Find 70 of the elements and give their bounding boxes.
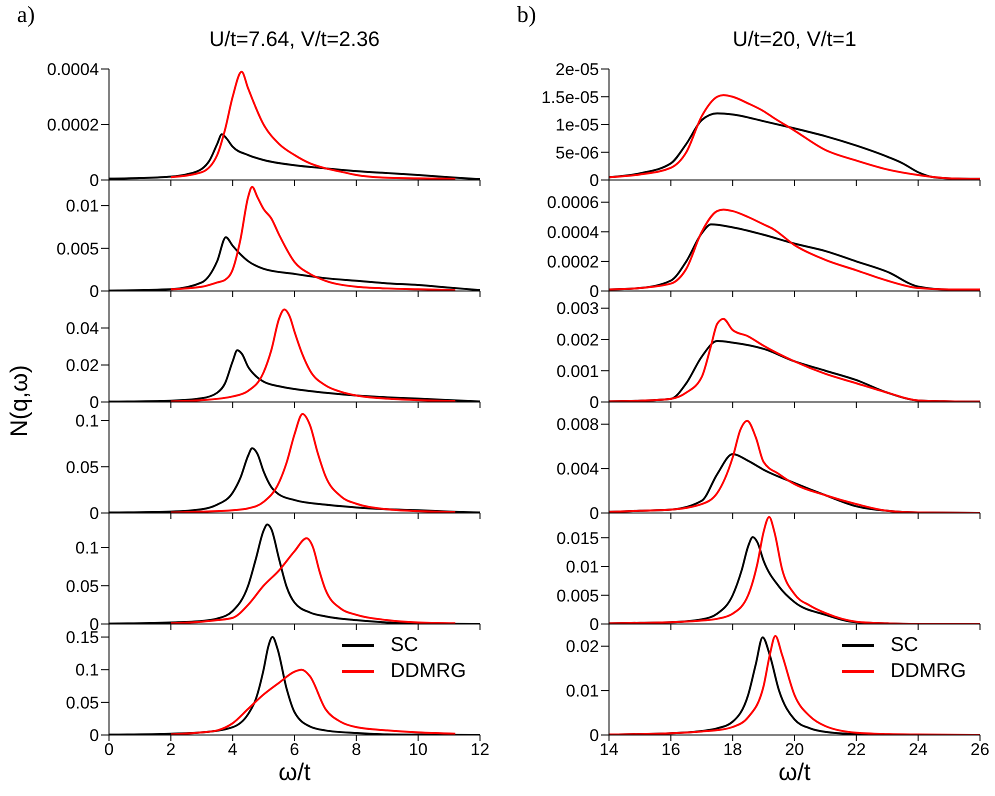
y-tick-label: 0.008 [556,415,599,434]
x-tick-label: 12 [470,740,490,760]
y-tick-label: 0.01 [566,558,599,577]
y-tick-label: 0.1 [75,538,99,558]
x-tick-label: 10 [408,740,428,760]
line-series [170,413,456,513]
x-tick-label: 22 [846,740,866,760]
y-tick-label: 0.02 [566,637,599,656]
y-tick-label: 0.0002 [547,252,599,272]
chart-title: U/t=7.64, V/t=2.36 [208,28,381,52]
x-axis-title: ω/t [277,759,312,787]
line-series [170,70,456,180]
y-tick-label: 0.01 [566,682,599,701]
line-series [170,308,456,402]
x-tick-label: 24 [908,740,928,760]
y-tick-label: 0.005 [556,586,599,606]
x-tick-label: 18 [723,740,742,760]
text: a) [17,2,35,28]
y-axis-title: N(q,ω) [6,364,34,440]
text: b) [517,2,536,28]
legend-label: SC [890,634,918,656]
y-tick-label: 0.0004 [47,60,99,80]
y-tick-label: 0 [90,726,99,746]
y-tick-label: 0.1 [75,412,99,431]
x-tick-label: 0 [104,740,114,760]
y-tick-label: 0.0006 [547,193,599,212]
y-tick-label: 0.05 [66,693,99,712]
y-tick-label: 0 [590,504,599,524]
y-tick-label: 0.004 [556,460,599,479]
y-tick-label: 0.003 [556,299,599,318]
line-series [170,186,456,291]
x-tick-label: 14 [600,740,618,760]
y-tick-label: 1e-05 [556,116,599,135]
x-tick-label: 16 [661,740,680,760]
x-axis-title: ω/t [777,759,812,787]
y-tick-label: 5e-06 [556,143,599,162]
y-tick-label: 0.005 [56,239,99,258]
y-tick-label: 1.5e-05 [541,88,599,107]
y-tick-label: 0.0002 [47,116,99,135]
y-tick-label: 0.001 [556,362,599,381]
y-tick-label: 2e-05 [556,60,599,80]
x-tick-label: 20 [785,740,804,760]
y-tick-label: 0 [590,393,599,412]
y-tick-label: 0 [590,615,599,634]
legend-label: DDMRG [890,660,966,682]
y-tick-label: 0 [90,393,99,412]
y-tick-label: 0.04 [66,319,99,338]
x-tick-label: 2 [166,740,176,760]
x-tick-label: 4 [228,740,238,760]
y-tick-label: 0 [590,171,599,190]
chart-title: U/t=20, V/t=1 [732,28,858,52]
y-tick-label: 0 [90,504,99,524]
y-tick-label: 0.02 [66,356,99,376]
y-tick-label: 0.05 [66,458,99,477]
line-series [170,537,456,624]
y-tick-label: 0.002 [556,330,599,350]
y-tick-label: 0 [590,726,599,746]
y-tick-label: 0 [590,282,599,302]
legend-label: SC [390,634,418,656]
y-tick-label: 0.0004 [547,222,599,242]
x-tick-label: 8 [352,740,362,760]
y-tick-label: 0 [90,171,99,190]
x-tick-label: 6 [290,740,300,760]
y-tick-label: 0.1 [75,660,99,680]
x-tick-label: 26 [970,740,990,760]
y-tick-label: 0.05 [66,576,99,596]
y-tick-label: 0.015 [556,528,599,548]
legend-label: DDMRG [390,660,466,682]
y-tick-label: 0 [90,282,99,302]
y-tick-label: 0.01 [66,196,99,216]
